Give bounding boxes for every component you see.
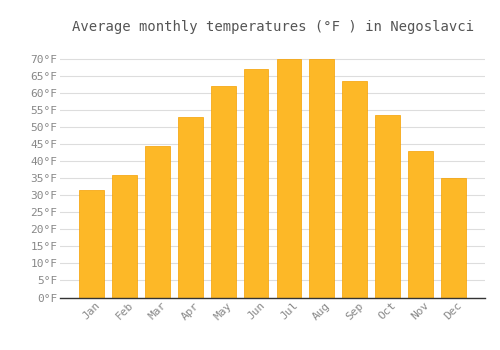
Bar — [244, 69, 268, 297]
Bar — [145, 146, 170, 298]
Bar — [408, 151, 433, 298]
Bar — [178, 117, 203, 298]
Bar — [342, 81, 367, 298]
Bar — [80, 190, 104, 298]
Bar — [211, 86, 236, 298]
Bar — [441, 178, 466, 298]
Bar — [276, 59, 301, 298]
Bar — [112, 175, 137, 298]
Title: Average monthly temperatures (°F ) in Negoslavci: Average monthly temperatures (°F ) in Ne… — [72, 20, 473, 34]
Bar — [310, 59, 334, 298]
Bar — [376, 115, 400, 298]
